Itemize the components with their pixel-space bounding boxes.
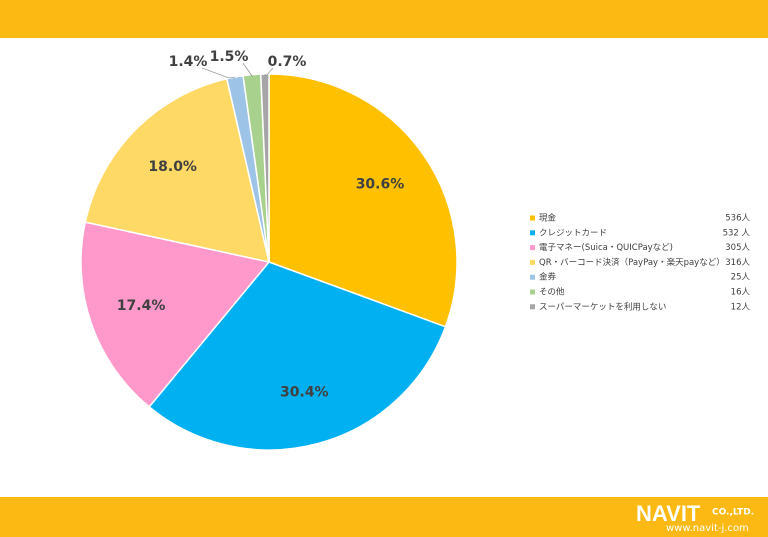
data-label: 17.4% (117, 298, 166, 314)
legend-count: 16人 (731, 288, 751, 298)
data-label: 30.6% (356, 177, 405, 193)
legend-label: その他 (539, 287, 565, 298)
legend-swatch (530, 259, 535, 265)
legend-swatch (530, 215, 535, 221)
legend-label: QR・バーコード決済（PayPay・楽天payなど） (539, 257, 725, 268)
legend-label: 電子マネー(Suica・QUICPayなど) (539, 243, 673, 253)
legend-count: 305人 (725, 243, 750, 253)
legend-label: 金券 (539, 272, 557, 283)
logo: NAVIT (636, 501, 701, 526)
pie-slice (148, 261, 447, 451)
legend-count: 532 人 (723, 228, 751, 238)
legend-label: スーパーマーケットを利用しない (539, 301, 666, 312)
pie-slice (268, 73, 458, 328)
leader-line (201, 67, 235, 79)
logo-company: CO.,LTD. (712, 508, 754, 518)
bottom-band (0, 497, 768, 537)
legend-label: 現金 (539, 213, 557, 224)
legend-count: 25人 (731, 273, 751, 283)
legend-swatch (530, 245, 535, 251)
legend-count: 316人 (725, 258, 750, 268)
data-label: 1.4% (169, 54, 208, 70)
legend-label: クレジットカード (539, 228, 607, 238)
data-label: 0.7% (268, 54, 307, 70)
legend-swatch (530, 289, 535, 295)
leader-line (264, 67, 274, 77)
legend-swatch (530, 274, 535, 280)
legend-swatch (530, 304, 535, 310)
logo-url: www.navit-j.com (666, 523, 749, 534)
pie-slice (80, 221, 271, 408)
legend-swatch (530, 230, 535, 236)
pie-slice (84, 77, 270, 263)
data-label: 1.5% (210, 49, 249, 65)
data-label: 30.4% (280, 385, 329, 401)
top-band (0, 0, 768, 38)
data-label: 18.0% (148, 159, 197, 175)
legend-count: 536人 (725, 214, 750, 224)
leader-line (242, 62, 253, 78)
legend-count: 12人 (731, 302, 751, 312)
